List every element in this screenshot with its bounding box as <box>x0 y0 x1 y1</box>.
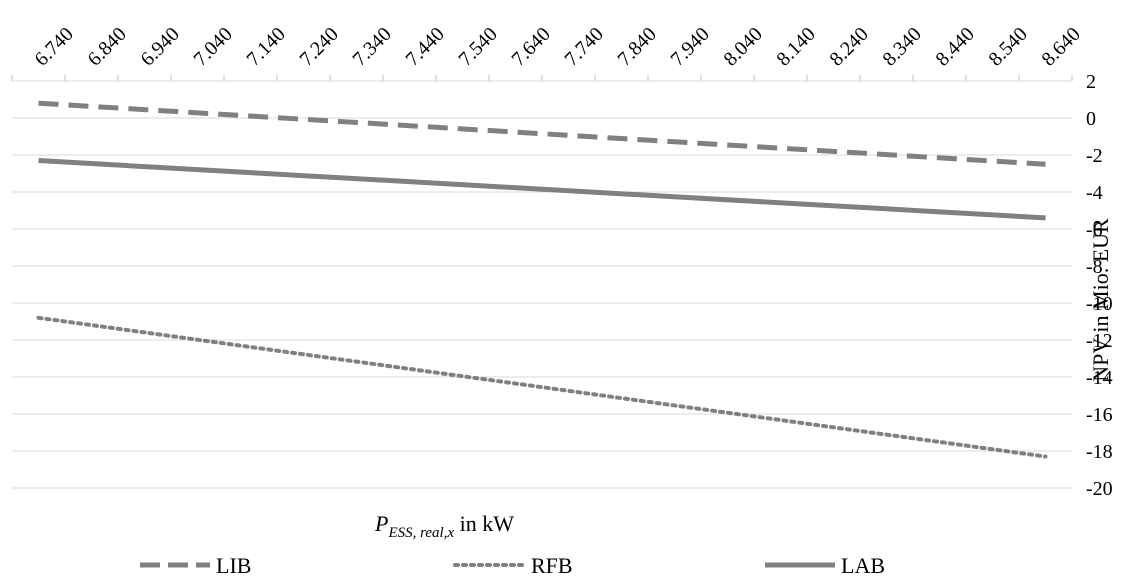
x-axis-title-subscript: ESS, real,x <box>387 525 454 541</box>
x-tick-label: 6.840 <box>83 23 130 70</box>
x-tick-label: 8.040 <box>719 23 766 70</box>
y-axis-title: NPV in Mio. EUR <box>1088 218 1113 382</box>
x-tick-label: 7.940 <box>666 23 713 70</box>
series-lines <box>36 100 1048 459</box>
y-tick-label: -4 <box>1086 182 1103 204</box>
y-tick-label: -14 <box>1086 367 1113 389</box>
x-tick-label: 7.640 <box>507 23 554 70</box>
y-tick-label: -8 <box>1086 256 1103 278</box>
x-tick-label: 7.440 <box>401 23 448 70</box>
x-tick-label: 7.740 <box>560 23 607 70</box>
x-tick-label: 7.340 <box>348 23 395 70</box>
y-tick-label: -20 <box>1086 478 1113 500</box>
y-tick-label: -10 <box>1086 293 1113 315</box>
legend: LIB RFB LAB <box>140 553 885 578</box>
x-tick-label: 8.540 <box>984 23 1031 70</box>
legend-label-lab: LAB <box>841 553 885 578</box>
x-tick-label: 8.440 <box>931 23 978 70</box>
x-tick-label: 8.640 <box>1037 23 1084 70</box>
y-tick-label: -6 <box>1086 219 1103 241</box>
y-tick-label: -12 <box>1086 330 1113 352</box>
x-axis-title-suffix: in kW <box>454 511 514 536</box>
x-tick-label: 6.740 <box>30 23 77 70</box>
x-tick-label: 6.940 <box>136 23 183 70</box>
y-tick-label: -18 <box>1086 441 1113 463</box>
x-tick-label: 8.140 <box>772 23 819 70</box>
series-line-lib <box>38 100 1046 167</box>
x-tick-label: 7.140 <box>242 23 289 70</box>
y-tick-label: 0 <box>1086 108 1096 130</box>
legend-label-rfb: RFB <box>531 553 573 578</box>
x-axis-title: PESS, real,x in kW <box>374 511 514 541</box>
x-axis-ticks <box>11 75 1073 82</box>
x-tick-label: 7.240 <box>295 23 342 70</box>
y-tick-label: -2 <box>1086 145 1103 167</box>
y-tick-label: 2 <box>1086 71 1096 93</box>
x-tick-label: 8.340 <box>878 23 925 70</box>
x-tick-label: 8.240 <box>825 23 872 70</box>
x-axis-tick-labels: 6.740 6.840 6.940 7.040 7.140 7.240 7.340 7.440… <box>30 23 1084 70</box>
x-tick-label: 7.840 <box>613 23 660 70</box>
legend-label-lib: LIB <box>216 553 251 578</box>
x-tick-label: 7.540 <box>454 23 501 70</box>
gridlines <box>12 80 1072 489</box>
y-axis-tick-labels: 2 0 -2 -4 -6 -8 -10 -12 -14 -16 -18 -20 <box>1086 71 1113 500</box>
series-line-rfb <box>36 315 1048 459</box>
x-axis-title-base: P <box>374 511 388 536</box>
x-tick-label: 7.040 <box>189 23 236 70</box>
y-tick-label: -16 <box>1086 404 1113 426</box>
series-line-lab <box>38 158 1046 221</box>
